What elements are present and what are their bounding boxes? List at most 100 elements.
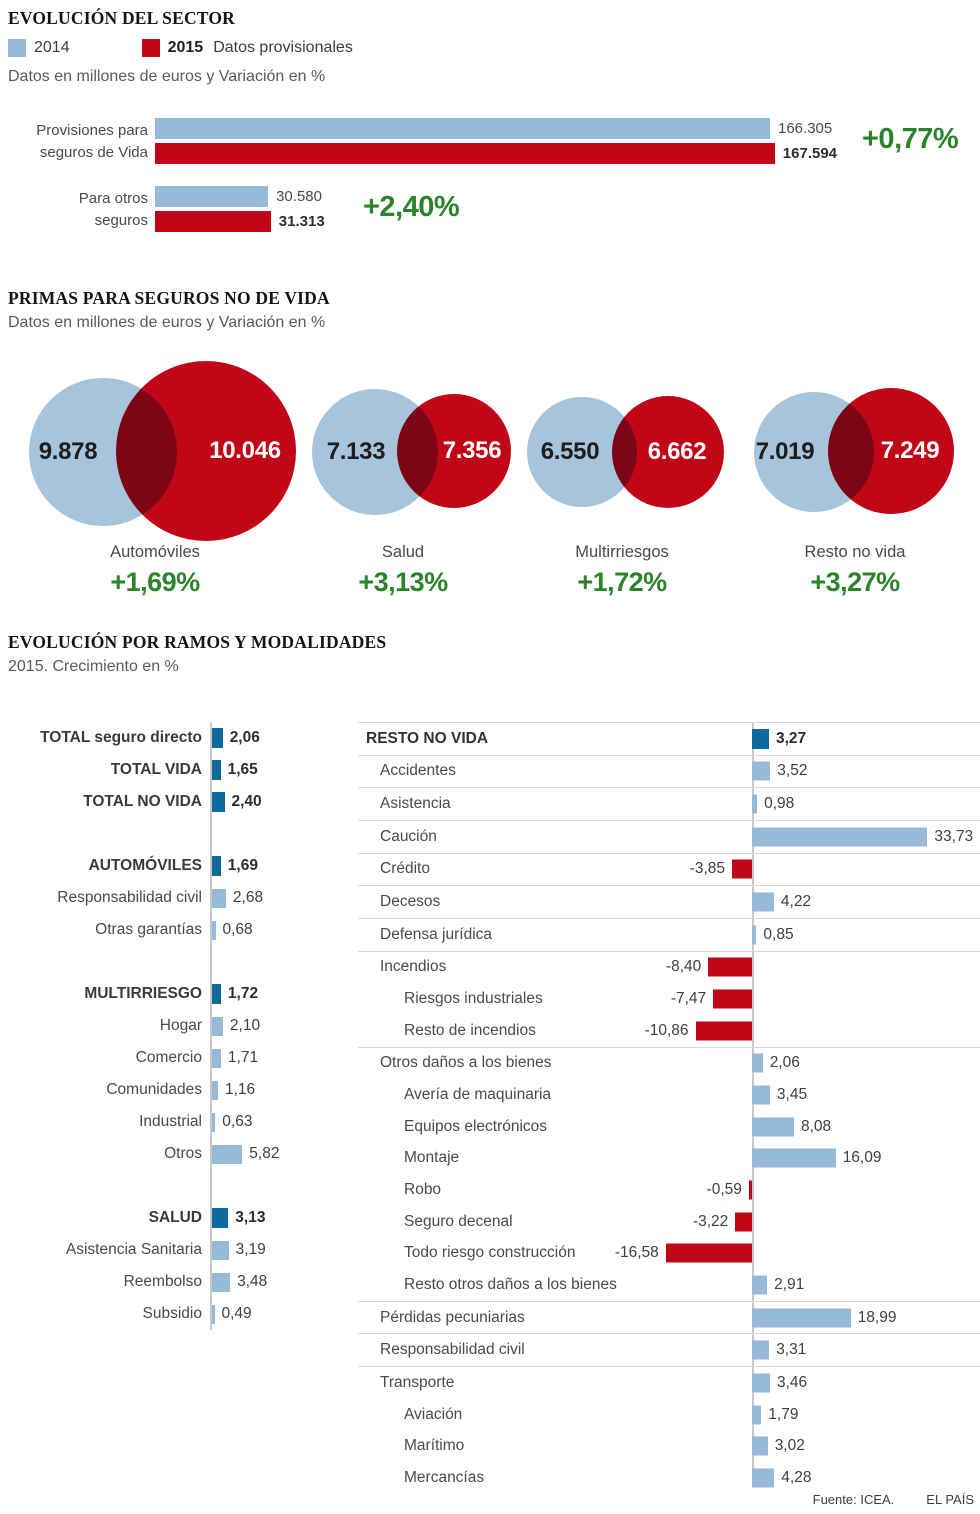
section-primas-title: PRIMAS PARA SEGUROS NO DE VIDA — [8, 288, 330, 308]
row-value: 2,68 — [232, 889, 264, 906]
row-value: 3,52 — [777, 762, 808, 780]
ramos-right-row: RESTO NO VIDA 3,27 — [358, 722, 980, 755]
circle-group-label: Multirriesgos — [575, 543, 669, 561]
circle-group-label: Resto no vida — [804, 543, 906, 561]
ramos-right-row: Caución 33,73 — [358, 819, 980, 853]
circles-strip: 9.878 10.046 7.133 7.356 6.550 6.662 7.0… — [0, 358, 980, 550]
circle-2015-automoviles — [116, 361, 296, 541]
row-label: Resto otros daños a los bienes — [404, 1275, 617, 1293]
row-bar — [752, 1308, 851, 1328]
row-value: 1,71 — [227, 1049, 259, 1066]
row-bar — [212, 728, 223, 748]
ramos-right-row: Resto otros daños a los bienes 2,91 — [358, 1269, 980, 1301]
row-label: SALUD — [148, 1209, 202, 1226]
row-label: Equipos electrónicos — [404, 1117, 548, 1135]
row-value: 0,85 — [763, 925, 794, 943]
bar-row-label-line: Provisiones para — [36, 122, 148, 139]
ramos-right-row: Resto de incendios -10,86 — [358, 1015, 980, 1047]
row-bar — [212, 984, 221, 1004]
left-axis-line — [210, 722, 212, 1330]
row-label: Subsidio — [142, 1305, 202, 1322]
ramos-left-row: Subsidio 0,49 — [0, 1298, 352, 1330]
circle-2015-value: 6.662 — [647, 438, 707, 465]
bar-2015 — [155, 143, 775, 164]
bar-2015-value: 167.594 — [782, 145, 838, 162]
section-evolucion-title: EVOLUCIÓN DEL SECTOR — [8, 8, 235, 28]
row-value: 33,73 — [934, 827, 974, 845]
row-label: Avería de maquinaria — [404, 1086, 552, 1104]
ramos-left-column: TOTAL seguro directo 2,06 TOTAL VIDA 1,65 … — [0, 722, 352, 1330]
row-bar — [752, 1468, 775, 1488]
row-bar — [212, 1304, 215, 1324]
row-bar — [212, 1080, 218, 1100]
row-value: 1,16 — [225, 1081, 256, 1098]
row-bar — [212, 1112, 216, 1132]
ramos-left-row: Hogar 2,10 — [0, 1010, 352, 1042]
row-label: Transporte — [380, 1373, 455, 1391]
row-bar — [713, 989, 752, 1009]
bar-2014-value: 166.305 — [778, 120, 833, 137]
ramos-right-row: Aviación 1,79 — [358, 1399, 980, 1431]
row-bar — [212, 1272, 231, 1292]
legend-2014-label: 2014 — [34, 39, 70, 56]
row-label: Asistencia — [380, 795, 451, 813]
row-label: Industrial — [139, 1113, 202, 1130]
row-label: MULTIRRIESGO — [84, 985, 202, 1002]
bar-2015-value: 31.313 — [278, 213, 325, 230]
section-ramos-subtitle: 2015. Crecimiento en % — [8, 658, 179, 675]
bar-2015-row: 167.594 — [155, 143, 837, 164]
row-bar — [752, 794, 758, 814]
row-value: -3,85 — [689, 860, 725, 878]
row-bar — [735, 1212, 752, 1232]
row-value: 5,82 — [249, 1145, 280, 1162]
row-value: 2,91 — [774, 1275, 805, 1293]
circle-group-label: Salud — [381, 543, 425, 561]
row-value: 4,22 — [780, 893, 812, 911]
row-value: -10,86 — [644, 1021, 689, 1039]
row-value: 0,68 — [222, 921, 253, 938]
ramos-left-row: TOTAL seguro directo 2,06 — [0, 722, 352, 754]
circle-2014-value: 7.133 — [326, 438, 386, 465]
row-bar — [212, 760, 221, 780]
row-label: Marítimo — [404, 1437, 465, 1455]
row-label: Otras garantías — [95, 921, 202, 938]
row-bar — [708, 957, 752, 977]
row-value: 2,10 — [229, 1017, 261, 1034]
legend-note: Datos provisionales — [213, 39, 353, 56]
circle-group-label: Automóviles — [110, 543, 200, 561]
ramos-left-row: Comunidades 1,16 — [0, 1074, 352, 1106]
ramos-right-row: Accidentes 3,52 — [358, 754, 980, 788]
row-value: 2,06 — [229, 729, 260, 746]
ramos-left-spacer — [0, 818, 352, 850]
ramos-right-row: Defensa jurídica 0,85 — [358, 917, 980, 951]
row-bar — [752, 728, 769, 749]
circle-2014-value: 9.878 — [38, 438, 98, 465]
circle-group-pct: +3,13% — [358, 567, 448, 597]
row-value: 18,99 — [857, 1308, 897, 1326]
ramos-left-row: TOTAL NO VIDA 2,40 — [0, 786, 352, 818]
row-value: -16,58 — [614, 1244, 659, 1262]
ramos-right-row: Marítimo 3,02 — [358, 1430, 980, 1462]
row-value: -0,59 — [706, 1181, 742, 1199]
ramos-right-row: Crédito -3,85 — [358, 852, 980, 886]
row-label: Otros daños a los bienes — [380, 1054, 552, 1072]
ramos-left-row: Otros 5,82 — [0, 1138, 352, 1170]
ramos-right-row: Todo riesgo construcción -16,58 — [358, 1238, 980, 1270]
variation-pct: +2,40% — [363, 191, 460, 223]
ramos-right-column: RESTO NO VIDA 3,27 Accidentes 3,52 Asisten… — [358, 722, 980, 1494]
row-label: RESTO NO VIDA — [366, 729, 489, 747]
ramos-right-row: Asistencia 0,98 — [358, 787, 980, 820]
row-value: 3,45 — [776, 1086, 808, 1104]
row-label: AUTOMÓVILES — [88, 857, 202, 874]
circle-group-pct: +1,72% — [577, 567, 667, 597]
row-value: 8,08 — [801, 1117, 832, 1135]
ramos-right-row: Pérdidas pecuniarias 18,99 — [358, 1300, 980, 1334]
ramos-left-row: TOTAL VIDA 1,65 — [0, 754, 352, 786]
row-label: Riesgos industriales — [404, 990, 543, 1008]
section-primas-subtitle: Datos en millones de euros y Variación e… — [8, 314, 326, 331]
bar-row-label-line: seguros de Vida — [39, 144, 148, 161]
row-value: 3,48 — [237, 1273, 268, 1290]
row-label: TOTAL NO VIDA — [83, 793, 202, 810]
row-bar — [212, 856, 221, 876]
row-label: Responsabilidad civil — [57, 889, 202, 906]
